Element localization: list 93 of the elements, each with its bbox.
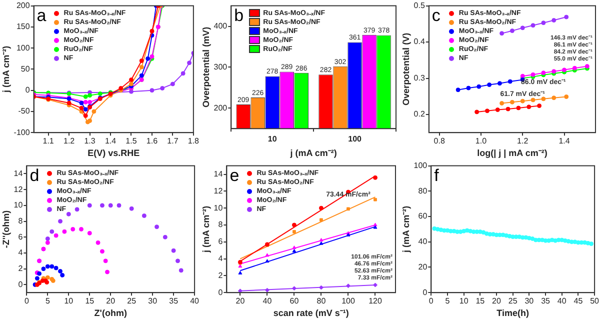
x-tick-label: 1.2 — [517, 136, 529, 146]
y-tick-label: 14 — [14, 168, 24, 178]
x-axis-title: log(| j | mA cm⁻²) — [477, 148, 548, 158]
x-tick-label: 1.5 — [126, 136, 138, 146]
y-tick-label: -100 — [14, 128, 30, 137]
x-tick-label: 0.8 — [434, 136, 446, 146]
x-tick-label: 0 — [428, 296, 434, 306]
x-tick-label: 15 — [85, 296, 95, 306]
y-tick-label: 0 — [218, 288, 224, 297]
x-tick-label: 80 — [316, 296, 326, 306]
y-tick-label: 2 — [18, 264, 24, 274]
chart-title: a — [36, 6, 47, 25]
y-tick-label: 6 — [18, 232, 24, 242]
y-tick-label: 14 — [214, 169, 224, 178]
x-tick-label: 25 — [508, 296, 518, 306]
x-axis-title: Time(h) — [496, 308, 530, 318]
y-tick-label: 4 — [18, 248, 24, 258]
y-axis-title: Overpotential (mV) — [200, 26, 211, 108]
x-tick-label: 25 — [127, 296, 137, 306]
y-tick-label: 12 — [14, 184, 24, 194]
x-tick-label: 1.8 — [188, 136, 200, 146]
y-tick-label: 8 — [218, 220, 224, 230]
chart-title: c — [432, 6, 441, 25]
y-tick-label: 60 — [418, 212, 428, 221]
x-axis-title: Z'(ohm) — [94, 308, 127, 318]
chart-title: d — [30, 166, 40, 185]
y-tick-label: 400 — [214, 21, 228, 30]
y-tick-label: 50 — [20, 64, 30, 74]
x-tick-label: 30 — [148, 296, 158, 306]
x-tick-label: 1.2 — [63, 136, 76, 146]
x-tick-label: 1.1 — [42, 136, 54, 146]
x-tick-label: 45 — [574, 296, 584, 306]
y-tick-label: 0.3 — [414, 73, 426, 82]
y-tick-label: 8 — [18, 216, 24, 226]
x-tick-label: 1.3 — [84, 136, 96, 146]
y-axis-title: j (mA cm⁻²) — [0, 46, 11, 94]
x-tick-label: 1.6 — [146, 136, 158, 146]
x-tick-label: 20 — [236, 296, 246, 306]
x-tick-label: 1.4 — [558, 136, 570, 146]
x-tick-label: 50 — [590, 296, 600, 306]
x-tick-label: 35 — [541, 296, 551, 306]
y-tick-label: 0 — [25, 86, 30, 95]
y-tick-label: 100 — [16, 43, 30, 52]
x-tick-label: 1.7 — [167, 136, 179, 146]
y-tick-label: 200 — [214, 103, 228, 112]
y-tick-label: 80 — [418, 186, 428, 196]
chart-title: f — [434, 166, 440, 185]
y-tick-label: 300 — [214, 62, 228, 72]
x-tick-label: 120 — [368, 296, 382, 306]
x-tick-label: 15 — [476, 296, 486, 306]
x-axis-title: E(V) vs.RHE — [88, 148, 140, 158]
y-tick-label: 40 — [418, 237, 428, 246]
chart-title: e — [230, 166, 240, 185]
y-axis-title: Overpotential (V) — [400, 32, 411, 106]
y-tick-label: 0.2 — [414, 110, 426, 119]
y-tick-label: 10 — [214, 203, 224, 212]
x-tick-label: 35 — [169, 296, 179, 306]
chart-title: b — [234, 6, 244, 25]
y-tick-label: 0.5 — [414, 1, 426, 10]
y-tick-label: 100 — [414, 161, 428, 170]
x-tick-label: 30 — [524, 296, 534, 306]
y-tick-label: 0 — [422, 288, 428, 297]
x-tick-label: 10 — [64, 296, 74, 306]
y-tick-label: -50 — [18, 106, 30, 116]
y-tick-label: 0 — [18, 280, 24, 289]
x-tick-label: 100 — [342, 296, 356, 306]
y-tick-label: 6 — [218, 237, 224, 246]
y-tick-label: 2 — [218, 270, 224, 280]
x-tick-label: 1.4 — [104, 136, 117, 146]
x-tick-label: 1.0 — [475, 136, 488, 146]
y-tick-label: 0.4 — [414, 37, 426, 46]
y-tick-label: 150 — [16, 22, 30, 32]
x-tick-label: 5 — [45, 296, 50, 306]
x-tick-label: 60 — [290, 296, 300, 306]
x-axis-title: j (mA cm⁻²) — [289, 148, 337, 158]
y-axis-title: -Z''(ohm) — [0, 210, 11, 248]
x-tick-label: 40 — [262, 296, 272, 306]
x-tick-label: 20 — [106, 296, 116, 306]
x-tick-label: 40 — [190, 296, 200, 306]
y-tick-label: 12 — [214, 186, 224, 196]
x-tick-label: 40 — [557, 296, 567, 306]
y-tick-label: 10 — [14, 200, 24, 210]
x-tick-label: 5 — [445, 296, 450, 306]
y-tick-label: 4 — [218, 254, 224, 263]
y-axis-title: j (mA cm⁻²) — [400, 206, 411, 254]
x-tick-label: 20 — [492, 296, 502, 306]
x-tick-label: 100 — [348, 134, 362, 144]
x-tick-label: 10 — [459, 296, 469, 306]
y-tick-label: 20 — [418, 262, 428, 272]
x-axis-title: scan rate (mV s⁻¹) — [273, 308, 349, 318]
y-axis-title: j (mA cm⁻²) — [200, 206, 211, 254]
y-tick-label: 200 — [16, 1, 30, 10]
x-tick-label: 10 — [268, 134, 278, 144]
